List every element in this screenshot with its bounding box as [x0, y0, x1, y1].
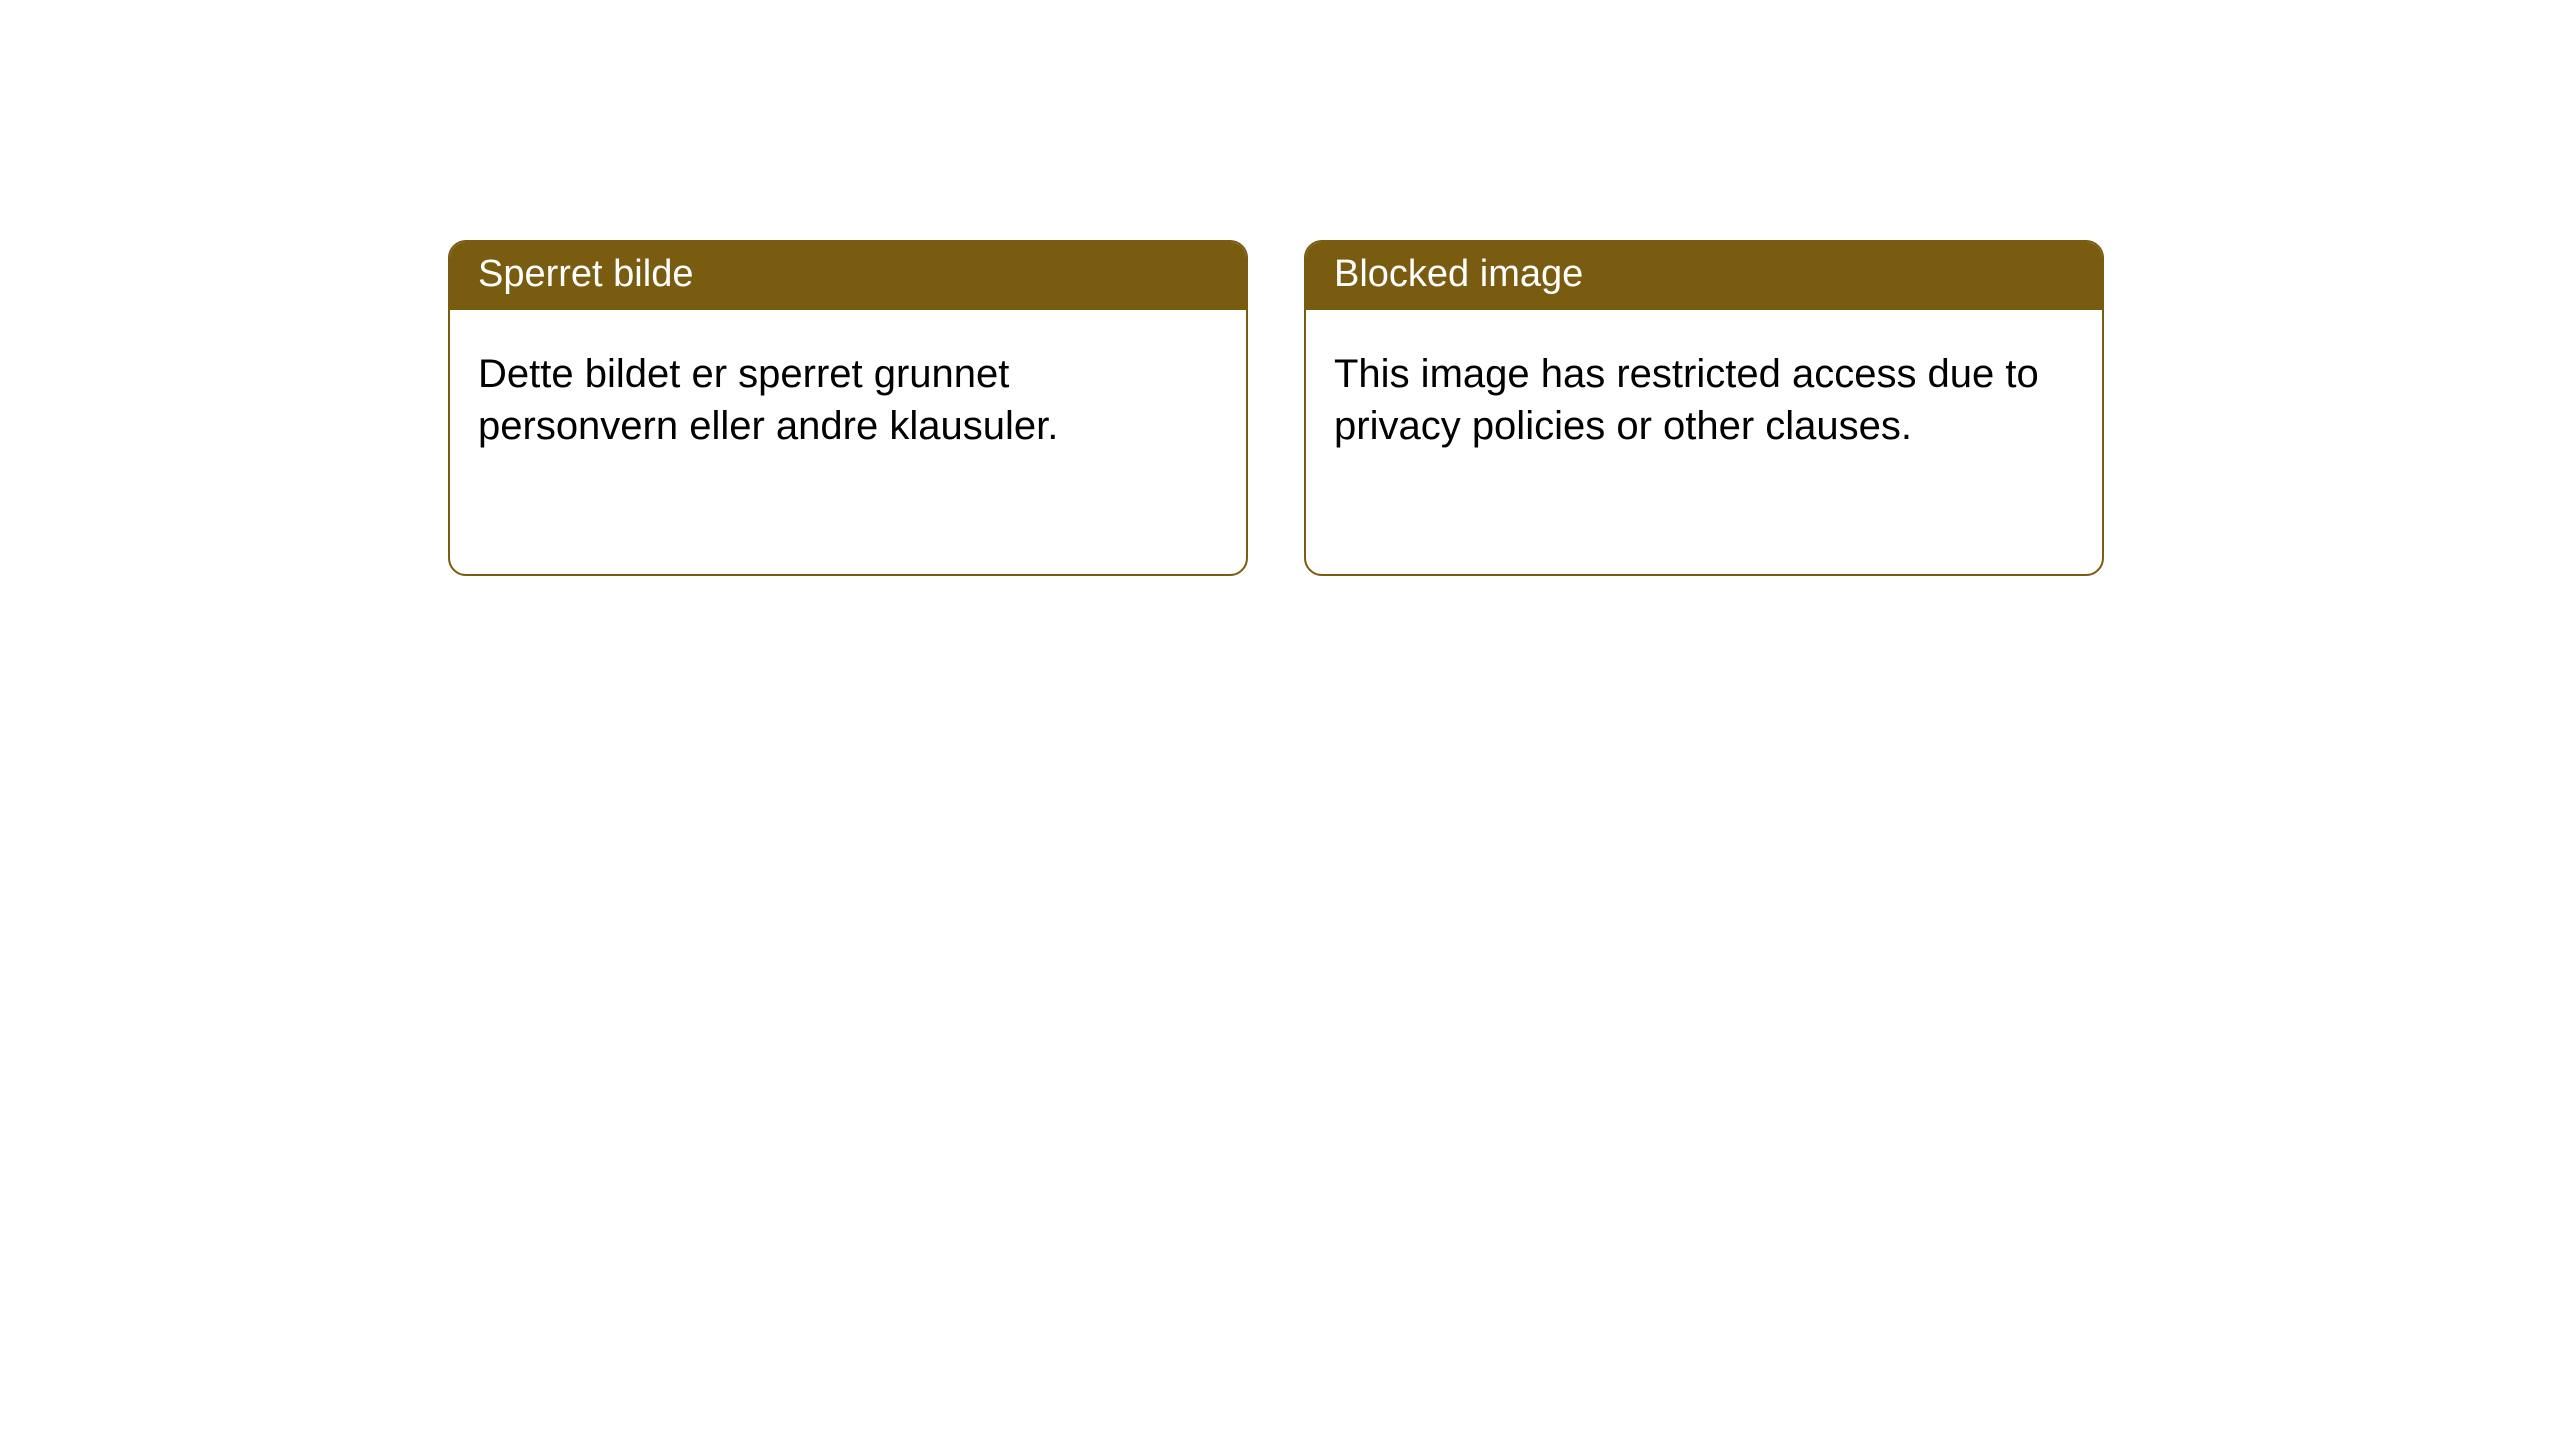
notice-body: Dette bildet er sperret grunnet personve…: [450, 310, 1246, 490]
notice-card-english: Blocked image This image has restricted …: [1304, 240, 2104, 576]
notice-title: Blocked image: [1334, 253, 1583, 295]
notice-header: Sperret bilde: [450, 242, 1246, 310]
notice-header: Blocked image: [1306, 242, 2102, 310]
notice-title: Sperret bilde: [478, 253, 693, 295]
notice-body-text: Dette bildet er sperret grunnet personve…: [478, 352, 1058, 448]
notice-card-norwegian: Sperret bilde Dette bildet er sperret gr…: [448, 240, 1248, 576]
notice-body-text: This image has restricted access due to …: [1334, 352, 2039, 448]
notice-container: Sperret bilde Dette bildet er sperret gr…: [0, 0, 2560, 576]
notice-body: This image has restricted access due to …: [1306, 310, 2102, 490]
